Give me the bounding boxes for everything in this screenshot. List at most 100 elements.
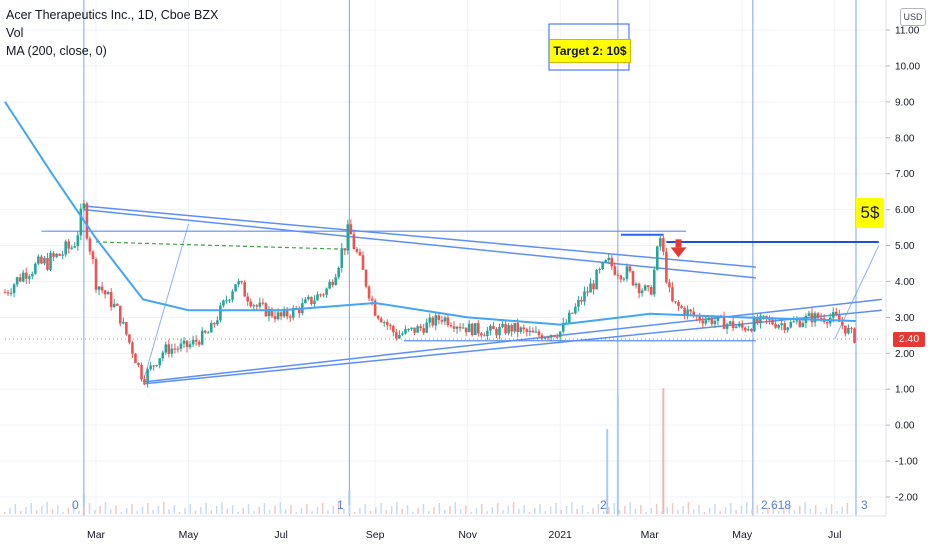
volume-bar-small	[836, 511, 838, 514]
candle-body	[31, 273, 34, 277]
x-tick-label: Sep	[366, 529, 385, 541]
y-tick-label: -2.00	[895, 493, 918, 504]
volume-bar-small	[353, 512, 356, 514]
candle-body	[577, 299, 580, 307]
volume-bar-small	[369, 511, 372, 514]
volume-bar-small	[841, 507, 843, 514]
volume-bar-small	[110, 509, 112, 514]
candle-body	[467, 323, 471, 333]
candle-body	[258, 302, 262, 307]
candle-body	[40, 256, 43, 264]
volume-bar-small	[168, 509, 170, 514]
volume-bar-small	[534, 508, 536, 514]
candle-body	[701, 320, 705, 324]
volume-bar-small	[322, 503, 324, 514]
candle-body	[750, 329, 753, 332]
candle-body	[185, 340, 189, 348]
fib-label-2618: 2.618	[761, 498, 792, 512]
y-tick-label: 10.00	[895, 61, 920, 72]
volume-bar-small	[549, 507, 552, 514]
volume-bar-small	[125, 508, 128, 514]
volume-bar-small	[136, 511, 138, 514]
candle-body	[382, 322, 386, 324]
volume-bar-small	[597, 504, 600, 514]
volume-bar-small	[555, 503, 557, 514]
volume-bar-small	[730, 503, 732, 514]
volume-bar-small	[613, 503, 615, 514]
volume-bar-small	[735, 510, 737, 514]
candle-body	[3, 292, 7, 294]
candle-body	[649, 287, 653, 295]
target-note[interactable]: Target 2: 10$	[549, 39, 631, 63]
candle-body	[646, 285, 650, 288]
grid-lines	[0, 0, 886, 516]
candle-body	[194, 339, 198, 342]
volume-bar-small	[703, 512, 706, 514]
candle-body	[188, 344, 192, 348]
candle-body	[349, 224, 353, 235]
volume-bar-small	[830, 504, 833, 514]
x-tick-label: Nov	[458, 529, 477, 541]
candle-body	[598, 269, 601, 271]
candle-body	[67, 241, 71, 249]
candle-body	[203, 330, 207, 333]
volume-bar-small	[433, 507, 435, 514]
volume-bar-small	[746, 502, 748, 514]
volume-bar-small	[677, 510, 679, 514]
candle-body	[610, 257, 614, 267]
volume-bar-small	[311, 511, 313, 514]
candle-body	[489, 325, 492, 331]
volume-bar-small	[269, 510, 271, 514]
fib-label-3: 3	[861, 498, 868, 512]
candle-body	[76, 235, 80, 247]
candle-body	[18, 277, 22, 282]
volume-bar-small	[35, 510, 38, 514]
candle-body	[504, 323, 507, 334]
candle-body	[498, 326, 501, 336]
candle-body	[449, 325, 453, 327]
five-dollar-note[interactable]: 5$	[856, 198, 884, 228]
x-tick-label: 2021	[549, 529, 573, 541]
volume-bar-small	[714, 504, 716, 514]
candle-body	[240, 281, 243, 283]
candle-body	[100, 286, 104, 291]
volume-bar-small	[375, 507, 377, 514]
volume-bar-small	[481, 504, 483, 514]
chart-legend: Acer Therapeutics Inc., 1D, Cboe BZX Vol…	[6, 6, 218, 60]
volume-bar-small	[295, 512, 297, 514]
currency-badge[interactable]: USD	[900, 8, 926, 26]
candle-body	[167, 344, 171, 354]
candle-body	[589, 283, 592, 293]
volume-bar-small	[412, 512, 414, 514]
volume-bar-small	[221, 502, 223, 514]
x-tick-label: May	[732, 529, 753, 541]
candle-body	[179, 343, 183, 349]
candle-body	[109, 291, 113, 307]
volume-bar-small	[565, 506, 568, 514]
candle-body	[413, 327, 416, 333]
candle-body	[58, 253, 61, 256]
volume-bar-small	[237, 512, 239, 514]
candle-body	[662, 238, 665, 252]
candle-body	[486, 330, 489, 337]
candle-body	[273, 316, 277, 320]
candle-body	[27, 276, 31, 279]
volume-bar-small	[131, 504, 133, 514]
candle-body	[243, 282, 246, 297]
candle-body	[231, 291, 234, 300]
volume-bar-small	[602, 511, 605, 514]
volume-bar-small	[650, 508, 653, 514]
candle-body	[813, 313, 817, 323]
volume-bar-small	[343, 509, 345, 514]
candle-body	[671, 287, 674, 302]
candle-body	[853, 328, 856, 343]
candle-body	[21, 272, 25, 282]
candle-body	[831, 311, 835, 318]
candle-body	[841, 321, 844, 326]
ma-200-line	[4, 101, 857, 326]
volume-bar-small	[698, 505, 700, 514]
volume-bar-small	[814, 505, 817, 514]
volume-bar-small	[337, 502, 340, 514]
candle-body	[586, 291, 589, 293]
